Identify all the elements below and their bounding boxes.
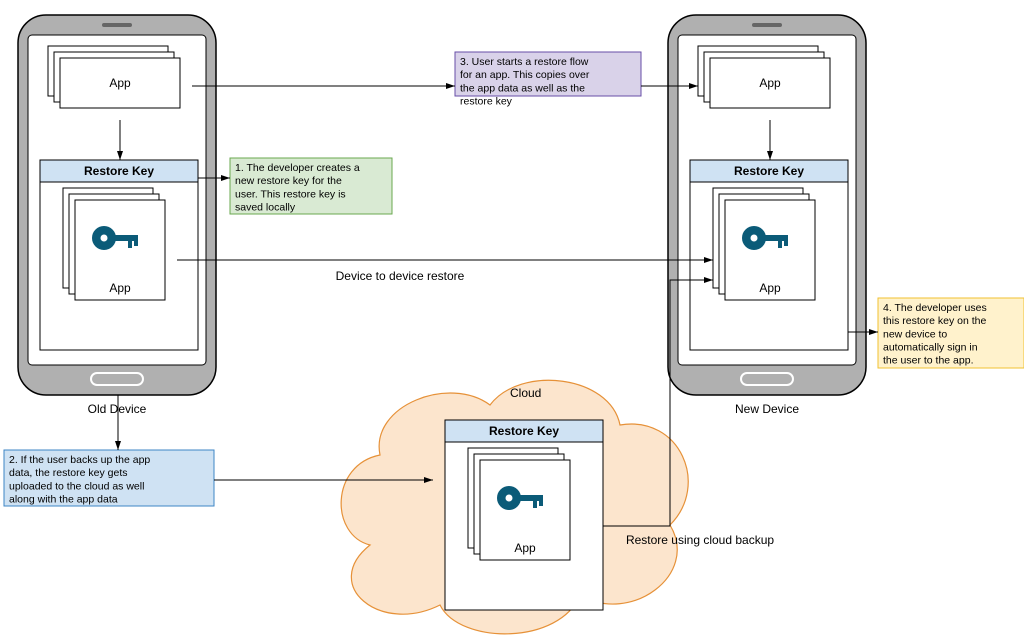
- svg-text:the user to the app.: the user to the app.: [883, 355, 973, 367]
- svg-text:automatically sign in: automatically sign in: [883, 341, 978, 353]
- svg-text:new device to: new device to: [883, 328, 947, 340]
- new-restore-box: Restore Key App: [690, 160, 848, 350]
- cloud-restore-box: Restore Key App: [445, 420, 603, 610]
- svg-text:this restore key on the: this restore key on the: [883, 315, 986, 327]
- cloud-label: Cloud: [510, 386, 541, 400]
- svg-text:App: App: [759, 76, 781, 90]
- svg-text:App: App: [109, 281, 131, 295]
- new-restore-box-app-stack: App: [713, 188, 815, 300]
- svg-text:App: App: [759, 281, 781, 295]
- cloud-restore-box-app-stack: App: [468, 448, 570, 560]
- svg-text:Restore Key: Restore Key: [734, 164, 804, 178]
- svg-text:uploaded to the cloud as well: uploaded to the cloud as well: [9, 480, 144, 492]
- note-3: 3. User starts a restore flowfor an app.…: [455, 52, 641, 107]
- old-restore-box: Restore Key App: [40, 160, 198, 350]
- svg-text:user. This restore key is: user. This restore key is: [235, 188, 346, 200]
- svg-text:along with the app data: along with the app data: [9, 493, 118, 505]
- old-restore-box-app-stack: App: [63, 188, 165, 300]
- svg-text:new restore key for the: new restore key for the: [235, 175, 342, 187]
- arrow-label-d2d: Device to device restore: [336, 269, 465, 283]
- svg-text:for an app. This copies over: for an app. This copies over: [460, 69, 590, 81]
- note-1: 1. The developer creates anew restore ke…: [230, 158, 392, 214]
- new-app-stack: App: [698, 46, 830, 108]
- old-device-caption: Old Device: [88, 402, 147, 416]
- old-app-stack: App: [48, 46, 180, 108]
- svg-text:1. The developer creates a: 1. The developer creates a: [235, 162, 360, 174]
- svg-text:Restore Key: Restore Key: [489, 424, 559, 438]
- svg-text:saved locally: saved locally: [235, 201, 296, 213]
- svg-text:App: App: [514, 541, 536, 555]
- arrow-label-cloud-to-new-1: Restore using cloud backup: [626, 533, 774, 547]
- svg-text:restore key: restore key: [460, 95, 513, 107]
- svg-text:3. User starts a restore flow: 3. User starts a restore flow: [460, 56, 589, 68]
- note-4: 4. The developer usesthis restore key on…: [878, 298, 1024, 368]
- svg-text:data, the restore key gets: data, the restore key gets: [9, 467, 127, 479]
- svg-text:Restore Key: Restore Key: [84, 164, 154, 178]
- svg-text:the app data as well as the: the app data as well as the: [460, 82, 585, 94]
- svg-text:App: App: [109, 76, 131, 90]
- svg-text:4. The developer uses: 4. The developer uses: [883, 302, 987, 314]
- note-2: 2. If the user backs up the appdata, the…: [4, 450, 214, 506]
- new-device-caption: New Device: [735, 402, 799, 416]
- svg-text:2. If the user backs up the ap: 2. If the user backs up the app: [9, 454, 150, 466]
